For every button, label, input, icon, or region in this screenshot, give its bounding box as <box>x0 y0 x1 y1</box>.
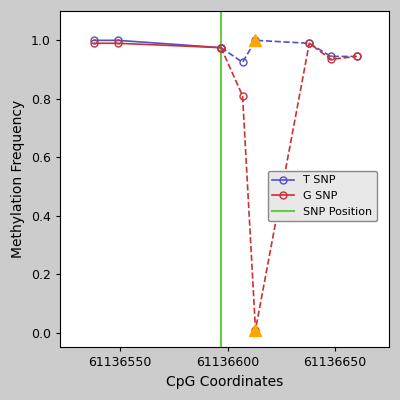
Legend: T SNP, G SNP, SNP Position: T SNP, G SNP, SNP Position <box>268 171 377 221</box>
Y-axis label: Methylation Frequency: Methylation Frequency <box>11 100 25 258</box>
X-axis label: CpG Coordinates: CpG Coordinates <box>166 375 283 389</box>
